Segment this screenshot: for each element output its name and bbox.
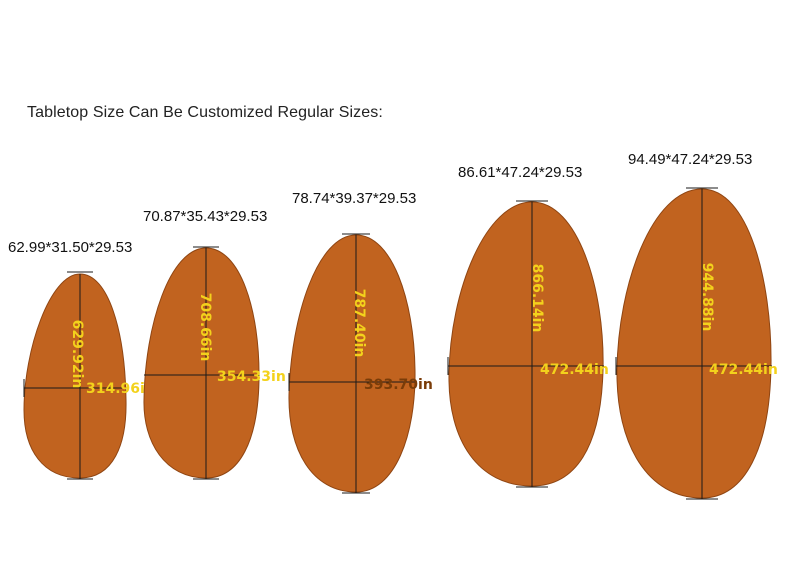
table-5-width-label: 472.44in: [709, 362, 778, 378]
table-1-size-label: 62.99*31.50*29.53: [8, 239, 133, 256]
tabletop-3: 787.40in 393.70in: [288, 233, 433, 494]
table-2-size-label: 70.87*35.43*29.53: [143, 208, 268, 225]
table-2-length-label: 708.66in: [197, 293, 213, 362]
tabletop-5-shape: [616, 188, 772, 499]
tabletop-1: 629.92in 314.96in: [23, 271, 155, 480]
tabletop-4-shape: [448, 201, 604, 487]
tabletop-2-shape: [143, 247, 260, 479]
tabletop-2: 708.66in 354.33in: [143, 246, 286, 480]
table-4-length-label: 866.14in: [529, 264, 545, 333]
table-1-length-label: 629.92in: [69, 320, 85, 389]
table-5-length-label: 944.88in: [699, 263, 715, 332]
table-4-width-label: 472.44in: [540, 362, 609, 378]
tabletop-5: 944.88in 472.44in: [615, 187, 778, 500]
tabletop-3-shape: [288, 234, 416, 493]
table-5-size-label: 94.49*47.24*29.53: [628, 151, 753, 168]
page-title: Tabletop Size Can Be Customized Regular …: [27, 104, 383, 121]
table-3-width-label: 393.70in: [364, 377, 433, 393]
tabletop-4: 866.14in 472.44in: [447, 200, 609, 488]
table-2-width-label: 354.33in: [217, 369, 286, 385]
table-1-width-label: 314.96in: [86, 381, 155, 397]
table-3-length-label: 787.40in: [351, 289, 367, 358]
table-3-size-label: 78.74*39.37*29.53: [292, 190, 417, 207]
table-4-size-label: 86.61*47.24*29.53: [458, 164, 583, 181]
